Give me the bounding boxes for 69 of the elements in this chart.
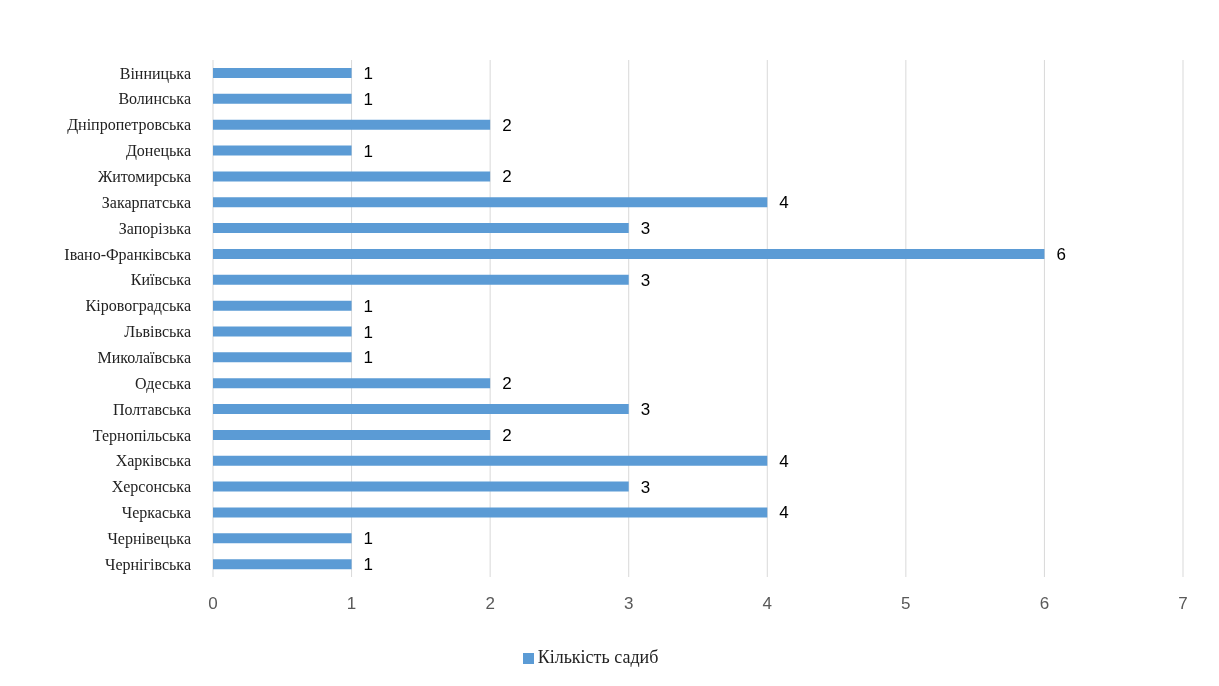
y-tick-label: Вінницька	[119, 64, 191, 83]
y-tick-label: Волинська	[118, 90, 191, 108]
legend-label: Кількість садиб	[537, 647, 659, 667]
y-tick-label: Черкаська	[121, 504, 191, 523]
y-tick-label: Харківська	[115, 452, 191, 471]
bar	[213, 197, 768, 208]
x-tick-label: 0	[208, 594, 218, 614]
data-label: 3	[640, 400, 651, 420]
bar	[213, 171, 491, 182]
data-label: 3	[640, 477, 651, 497]
data-label: 6	[1056, 244, 1066, 264]
bar	[213, 326, 352, 337]
x-tick-label: 5	[901, 594, 911, 614]
y-tick-label: Запорізька	[118, 219, 191, 238]
bar	[213, 352, 352, 363]
bar	[213, 145, 352, 156]
bar	[213, 274, 629, 285]
data-label: 1	[363, 555, 374, 575]
bar	[213, 507, 768, 518]
y-tick-label: Львівська	[124, 323, 191, 341]
data-label: 2	[502, 167, 512, 187]
x-tick-label: 4	[762, 594, 773, 614]
data-label: 1	[363, 322, 374, 342]
y-tick-label: Житомирська	[97, 168, 191, 186]
data-label: 2	[502, 425, 512, 445]
y-tick-label: Івано-Франківська	[64, 245, 191, 264]
data-label: 3	[640, 270, 651, 290]
x-tick-label: 6	[1039, 594, 1050, 614]
y-tick-label: Херсонська	[111, 478, 191, 497]
data-label: 1	[363, 141, 374, 161]
bar	[213, 455, 768, 466]
data-label: 2	[502, 115, 512, 135]
data-label: 1	[363, 529, 374, 549]
x-tick-label: 3	[623, 594, 634, 614]
data-label: 3	[640, 219, 651, 239]
y-tick-label: Донецька	[125, 142, 191, 161]
bar	[213, 559, 352, 570]
y-tick-label: Чернігівська	[104, 555, 191, 574]
y-tick-label: Миколаївська	[97, 348, 191, 366]
data-label: 4	[779, 193, 789, 213]
bar	[213, 533, 352, 544]
bar	[213, 119, 491, 130]
bar	[213, 404, 629, 415]
y-tick-label: Кіровоградська	[85, 297, 191, 316]
data-label: 4	[779, 451, 789, 471]
x-tick-label: 2	[485, 594, 495, 614]
x-tick-label: 1	[346, 594, 357, 614]
data-label: 2	[502, 374, 512, 394]
data-label: 4	[779, 503, 789, 523]
data-label: 1	[363, 89, 374, 109]
y-tick-label: Тернопільська	[92, 426, 191, 445]
y-tick-label: Київська	[130, 271, 191, 289]
bar	[213, 223, 629, 234]
bar	[213, 481, 629, 492]
y-tick-label: Закарпатська	[101, 193, 191, 212]
data-label: 1	[363, 348, 374, 368]
y-tick-label: Чернівецька	[107, 529, 191, 548]
y-tick-label: Полтавська	[112, 400, 191, 418]
y-tick-label: Одеська	[134, 374, 191, 393]
bar	[213, 68, 352, 78]
x-tick-label: 7	[1178, 594, 1188, 614]
data-label: 1	[363, 64, 374, 84]
y-tick-label: Дніпропетровська	[67, 116, 191, 135]
bar	[213, 378, 491, 389]
bar	[213, 300, 352, 311]
bar	[213, 93, 352, 104]
bar	[213, 248, 1045, 259]
bar	[213, 429, 491, 440]
data-label: 1	[363, 296, 374, 316]
